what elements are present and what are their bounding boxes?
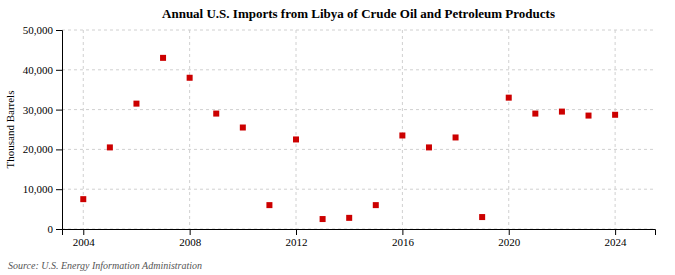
point [213,111,219,117]
x-tick-label: 2008 [179,236,202,248]
point [506,95,512,101]
y-tick-mark [56,149,62,150]
point [346,215,352,221]
x-grid-line [615,30,616,229]
point [187,75,193,81]
point [133,101,139,107]
x-tick: 2008 [179,229,202,248]
x-tick-mark [83,229,84,235]
x-grid-line [189,30,190,229]
y-axis-line [56,31,63,230]
x-tick-mark [402,229,403,235]
point [80,196,86,202]
y-tick-mark [56,30,62,31]
point [479,214,485,220]
y-grid-line [62,149,655,150]
x-tick-mark [190,229,191,235]
x-tick-mark [296,229,297,235]
point [107,144,113,150]
chart: 2004 2008 2012 2016 2020 2024 0 10,000 20,000 30,… [0,0,675,275]
y-tick-mark [56,229,62,230]
x-tick: 2004 [73,229,96,248]
y-axis: 0 10,000 20,000 30,000 40,000 50,000 [23,24,63,235]
y-tick-label: 20,000 [23,143,54,155]
point [559,109,565,115]
point [373,202,379,208]
point [426,144,432,150]
point [586,113,592,119]
y-tick-label: 30,000 [23,104,54,116]
x-grid-line [402,30,403,229]
x-tick-label: 2004 [73,236,96,248]
y-tick-mark [56,110,62,111]
y-axis-title: Thousand Barrels [4,91,16,169]
plot-area: 2004 2008 2012 2016 2020 2024 0 10,000 20,000 30,… [23,24,656,248]
grid [62,30,655,229]
x-axis-line [63,230,656,236]
x-axis: 2004 2008 2012 2016 2020 2024 [63,229,656,248]
x-tick: 2016 [392,229,415,248]
x-grid-line [296,30,297,229]
points [80,55,618,222]
point [293,136,299,142]
point [266,202,272,208]
y-tick-mark [56,189,62,190]
point [453,134,459,140]
y-tick: 10,000 [23,183,62,195]
point [399,132,405,138]
point [532,111,538,117]
x-tick-mark [615,229,616,235]
y-tick: 20,000 [23,143,62,155]
point [320,216,326,222]
x-tick-mark [509,229,510,235]
x-tick-label: 2016 [392,236,415,248]
point [240,125,246,131]
x-tick: 2012 [286,229,308,248]
x-tick: 2020 [498,229,521,248]
y-tick-mark [56,70,62,71]
x-tick-label: 2020 [498,236,521,248]
point [612,112,618,118]
y-tick-label: 40,000 [23,64,54,76]
y-tick-label: 50,000 [23,24,54,36]
y-tick: 0 [48,223,63,235]
y-grid-line [62,30,655,31]
y-tick: 30,000 [23,104,62,116]
y-grid-line [62,189,655,190]
y-grid-line [62,69,655,70]
y-tick-label: 0 [48,223,54,235]
x-tick-label: 2012 [286,236,308,248]
y-tick: 40,000 [23,64,62,76]
y-tick: 50,000 [23,24,62,36]
source-note: Source: U.S. Energy Information Administ… [8,260,202,271]
y-tick-label: 10,000 [23,183,54,195]
point [160,55,166,61]
x-grid-line [508,30,509,229]
y-grid-line [62,109,655,110]
x-tick-label: 2024 [605,236,628,248]
x-tick: 2024 [605,229,628,248]
title: Annual U.S. Imports from Libya of Crude … [162,6,555,21]
